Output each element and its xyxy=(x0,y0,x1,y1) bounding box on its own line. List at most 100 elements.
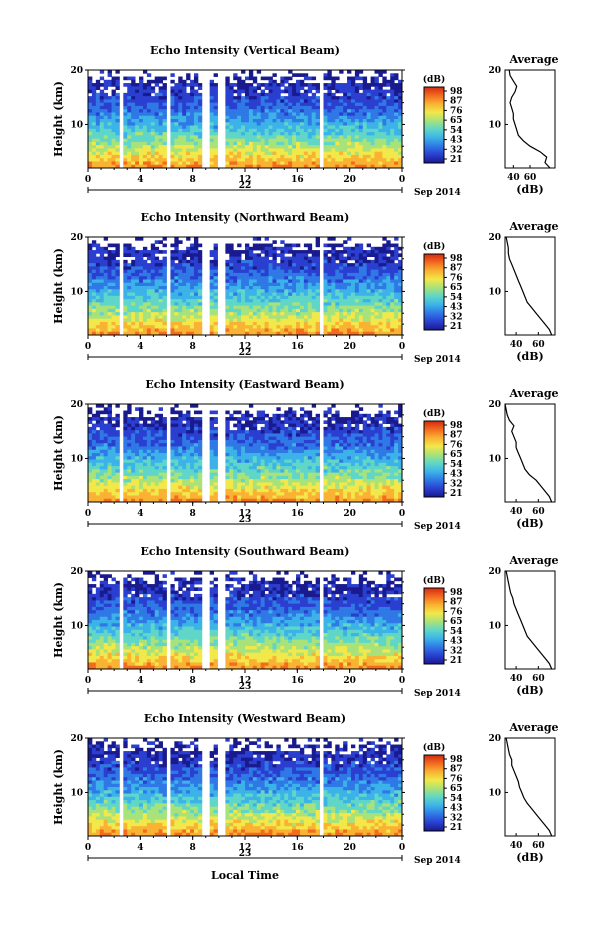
heatmap-cell xyxy=(382,321,387,326)
heatmap-cell xyxy=(127,246,132,251)
heatmap-cell xyxy=(386,321,391,326)
heatmap-cell xyxy=(197,259,203,264)
heatmap-cell xyxy=(123,469,128,473)
heatmap-cell xyxy=(107,299,112,303)
heatmap-cell xyxy=(178,289,183,293)
heatmap-cell xyxy=(327,266,332,271)
heatmap-cell xyxy=(186,279,191,284)
heatmap-cell xyxy=(343,132,348,136)
heatmap-cell xyxy=(174,420,179,424)
heatmap-cell xyxy=(186,498,191,503)
heatmap-cell xyxy=(256,305,262,310)
heatmap-cell xyxy=(99,479,105,483)
heatmap-cell xyxy=(323,279,328,284)
heatmap-cell xyxy=(99,286,105,290)
heatmap-cell xyxy=(237,158,242,162)
heatmap-cell xyxy=(88,498,93,503)
heatmap-cell xyxy=(162,154,167,159)
heatmap-cell xyxy=(256,102,262,107)
heatmap-cell xyxy=(225,479,230,483)
heatmap-cell xyxy=(303,105,309,110)
heatmap-cell xyxy=(225,119,230,123)
heatmap-cell xyxy=(390,92,395,97)
heatmap-cell xyxy=(347,256,352,261)
heatmap-cell xyxy=(370,331,375,336)
heatmap-cell xyxy=(245,102,250,107)
heatmap-cell xyxy=(150,305,156,310)
heatmap-cell xyxy=(264,122,269,126)
heatmap-cell xyxy=(386,295,391,300)
heatmap-cell xyxy=(158,122,163,126)
heatmap-cell xyxy=(162,315,167,320)
heatmap-cell xyxy=(95,128,101,133)
heatmap-cell xyxy=(272,282,277,287)
heatmap-cell xyxy=(225,488,230,493)
heatmap-cell xyxy=(347,79,352,84)
heatmap-cell xyxy=(186,479,191,483)
heatmap-cell xyxy=(139,266,144,271)
heatmap-cell xyxy=(123,449,128,454)
heatmap-cell xyxy=(190,321,195,326)
heatmap-cell xyxy=(186,115,191,120)
heatmap-cell xyxy=(174,495,179,500)
heatmap-cell xyxy=(347,89,352,94)
heatmap-cell xyxy=(323,105,328,110)
heatmap-cell xyxy=(303,282,309,287)
heatmap-cell xyxy=(252,109,258,113)
heatmap-cell xyxy=(88,102,93,107)
heatmap-cell xyxy=(398,135,403,139)
heatmap-cell xyxy=(99,315,105,320)
heatmap-cell xyxy=(354,276,360,280)
heatmap-cell xyxy=(154,263,160,267)
heatmap-cell xyxy=(190,128,195,133)
heatmap-cell xyxy=(280,115,285,120)
heatmap-cell xyxy=(229,158,234,162)
heatmap-cell xyxy=(366,161,372,166)
heatmap-cell xyxy=(123,128,128,133)
heatmap-cell xyxy=(162,83,167,87)
heatmap-cell xyxy=(327,289,332,293)
heatmap-cell xyxy=(131,135,136,139)
heatmap-cell xyxy=(248,102,254,107)
heatmap-cell xyxy=(123,295,128,300)
heatmap-cell xyxy=(225,439,230,444)
heatmap-cell xyxy=(95,112,101,117)
heatmap-cell xyxy=(174,449,179,454)
heatmap-cell xyxy=(276,305,281,310)
heatmap-cell xyxy=(139,125,144,130)
heatmap-cell xyxy=(378,109,383,113)
heatmap-cell xyxy=(398,158,403,162)
heatmap-cell xyxy=(127,423,132,428)
heatmap-cell xyxy=(303,315,309,320)
heatmap-cell xyxy=(280,125,285,130)
heatmap-cell xyxy=(229,446,234,451)
heatmap-cell xyxy=(256,112,262,117)
heatmap-cell xyxy=(182,453,187,457)
heatmap-cell xyxy=(158,92,163,97)
heatmap-cell xyxy=(115,272,120,277)
heatmap-cell xyxy=(288,246,293,251)
heatmap-cell xyxy=(225,246,230,251)
heatmap-cell xyxy=(162,456,167,460)
heatmap-cell xyxy=(158,331,163,336)
heatmap-cell xyxy=(354,135,360,139)
heatmap-cell xyxy=(366,112,372,117)
heatmap-cell xyxy=(170,161,175,166)
heatmap-cell xyxy=(382,115,387,120)
heatmap-cell xyxy=(276,102,281,107)
heatmap-cell xyxy=(190,295,195,300)
heatmap-cell xyxy=(88,256,93,261)
heatmap-cell xyxy=(358,331,364,336)
heatmap-cell xyxy=(123,439,128,444)
heatmap-cell xyxy=(284,141,289,146)
heatmap-cell xyxy=(366,151,372,156)
heatmap-cell xyxy=(127,443,132,447)
heatmap-cell xyxy=(394,154,399,159)
heatmap-cell xyxy=(260,259,266,264)
heatmap-cell xyxy=(292,266,297,271)
heatmap-cell xyxy=(127,312,132,316)
heatmap-cell xyxy=(335,112,340,117)
heatmap-cell xyxy=(358,289,364,293)
heatmap-cell xyxy=(272,276,277,280)
heatmap-cell xyxy=(107,102,112,107)
